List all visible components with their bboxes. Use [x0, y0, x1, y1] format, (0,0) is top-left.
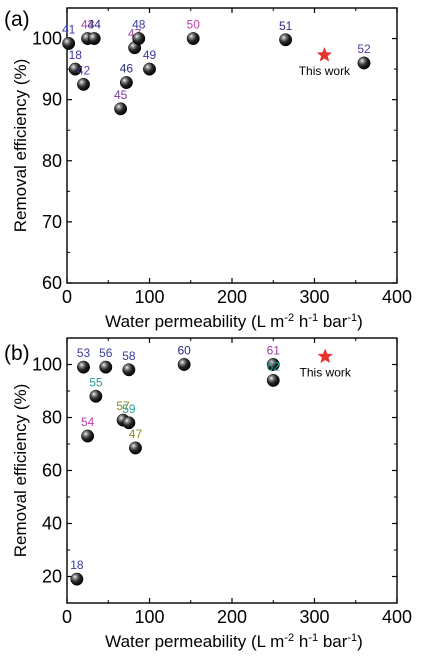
- x-tick-label: 400: [382, 607, 412, 627]
- y-tick-label: 60: [42, 273, 62, 293]
- data-point-label: 44: [88, 18, 102, 32]
- data-point: [70, 572, 84, 586]
- x-tick-label: 100: [134, 287, 164, 307]
- x-axis-label-superscript: -1: [347, 312, 357, 324]
- y-tick-label: 100: [32, 29, 62, 49]
- x-tick-label: 200: [217, 607, 247, 627]
- data-point: [68, 62, 82, 76]
- x-axis-label-part: h: [294, 632, 308, 651]
- data-point-label: 18: [69, 48, 83, 62]
- data-point-label: 58: [122, 349, 136, 363]
- x-tick-label: 200: [217, 287, 247, 307]
- data-point: [119, 76, 133, 90]
- data-point-label: 53: [77, 346, 91, 360]
- y-axis-label: Removal efficiency (%): [11, 59, 30, 233]
- data-point-label: 46: [120, 62, 134, 76]
- data-point-label: 43: [81, 18, 95, 32]
- data-point-label: 60: [177, 344, 191, 358]
- data-point-label: 49: [143, 48, 157, 62]
- plot-frame: [66, 7, 398, 284]
- data-point: [177, 358, 191, 371]
- data-point-label: 62: [267, 359, 281, 373]
- this-work-label: This work: [299, 64, 351, 78]
- data-point: [186, 32, 200, 46]
- data-point-label: 51: [279, 19, 293, 33]
- data-point-label: 57: [116, 399, 130, 413]
- x-tick-label: 100: [134, 607, 164, 627]
- data-point-label: 45: [114, 88, 128, 102]
- data-point: [143, 62, 156, 76]
- x-axis-label-superscript: -1: [347, 632, 357, 644]
- y-tick-label: 100: [32, 355, 62, 375]
- data-point: [77, 360, 90, 374]
- data-point-label: 56: [99, 346, 113, 360]
- data-point: [81, 429, 95, 443]
- x-axis-label-part: h: [294, 312, 308, 331]
- data-point: [77, 77, 90, 91]
- this-work-label: This work: [300, 366, 352, 380]
- data-point: [266, 358, 280, 371]
- x-axis-label-part: ): [357, 632, 363, 651]
- this-work-star: [317, 348, 334, 364]
- data-point: [99, 360, 113, 374]
- y-tick-label: 70: [42, 212, 62, 232]
- data-point: [122, 416, 136, 430]
- data-point-label: 50: [187, 18, 201, 32]
- y-tick-label: 20: [42, 567, 62, 587]
- data-point-label: 59: [122, 402, 136, 416]
- x-axis-label-superscript: -2: [284, 632, 294, 644]
- x-tick-label: 300: [299, 287, 329, 307]
- data-point-label: 41: [62, 22, 76, 36]
- x-axis-label-superscript: -2: [284, 312, 294, 324]
- panel-label: (b): [4, 342, 30, 365]
- data-point: [279, 33, 293, 47]
- data-point: [122, 363, 136, 377]
- y-tick-label: 80: [42, 408, 62, 428]
- y-tick-label: 60: [42, 461, 62, 481]
- this-work-star: [316, 46, 333, 62]
- x-axis-label-superscript: -1: [308, 312, 318, 324]
- x-tick-label: 300: [299, 607, 329, 627]
- data-point: [357, 56, 371, 70]
- data-point: [129, 441, 142, 455]
- x-axis-label-superscript: -1: [308, 632, 318, 644]
- data-point: [266, 373, 280, 387]
- data-point: [62, 36, 76, 50]
- x-tick-label: 0: [62, 287, 72, 307]
- x-axis-label: Water permeability (L m-2 h-1 bar-1): [105, 632, 363, 651]
- x-tick-label: 0: [62, 607, 72, 627]
- data-point-label: 18: [70, 558, 84, 572]
- data-point-label: 55: [89, 375, 103, 389]
- y-tick-label: 90: [42, 90, 62, 110]
- x-axis-label: Water permeability (L m-2 h-1 bar-1): [105, 312, 363, 331]
- x-axis-label-part: bar: [318, 312, 348, 331]
- data-point: [89, 389, 103, 403]
- panel-label: (a): [4, 8, 30, 31]
- y-tick-label: 40: [42, 514, 62, 534]
- data-point-label: 47: [129, 427, 143, 441]
- x-axis-label-part: bar: [318, 632, 348, 651]
- data-point: [114, 102, 128, 116]
- x-axis-label-part: ): [357, 312, 363, 331]
- x-tick-label: 400: [382, 287, 412, 307]
- data-point-label: 54: [81, 415, 95, 429]
- data-point-label: 48: [132, 18, 146, 32]
- y-axis-label: Removal efficiency (%): [11, 384, 30, 558]
- x-axis-label-part: Water permeability (L m: [105, 632, 284, 651]
- y-tick-label: 80: [42, 151, 62, 171]
- data-point: [87, 32, 101, 46]
- data-point-label: 42: [77, 63, 91, 77]
- data-point-label: 52: [357, 42, 371, 56]
- data-point-label: 61: [267, 344, 281, 358]
- data-point: [132, 32, 146, 46]
- x-axis-label-part: Water permeability (L m: [105, 312, 284, 331]
